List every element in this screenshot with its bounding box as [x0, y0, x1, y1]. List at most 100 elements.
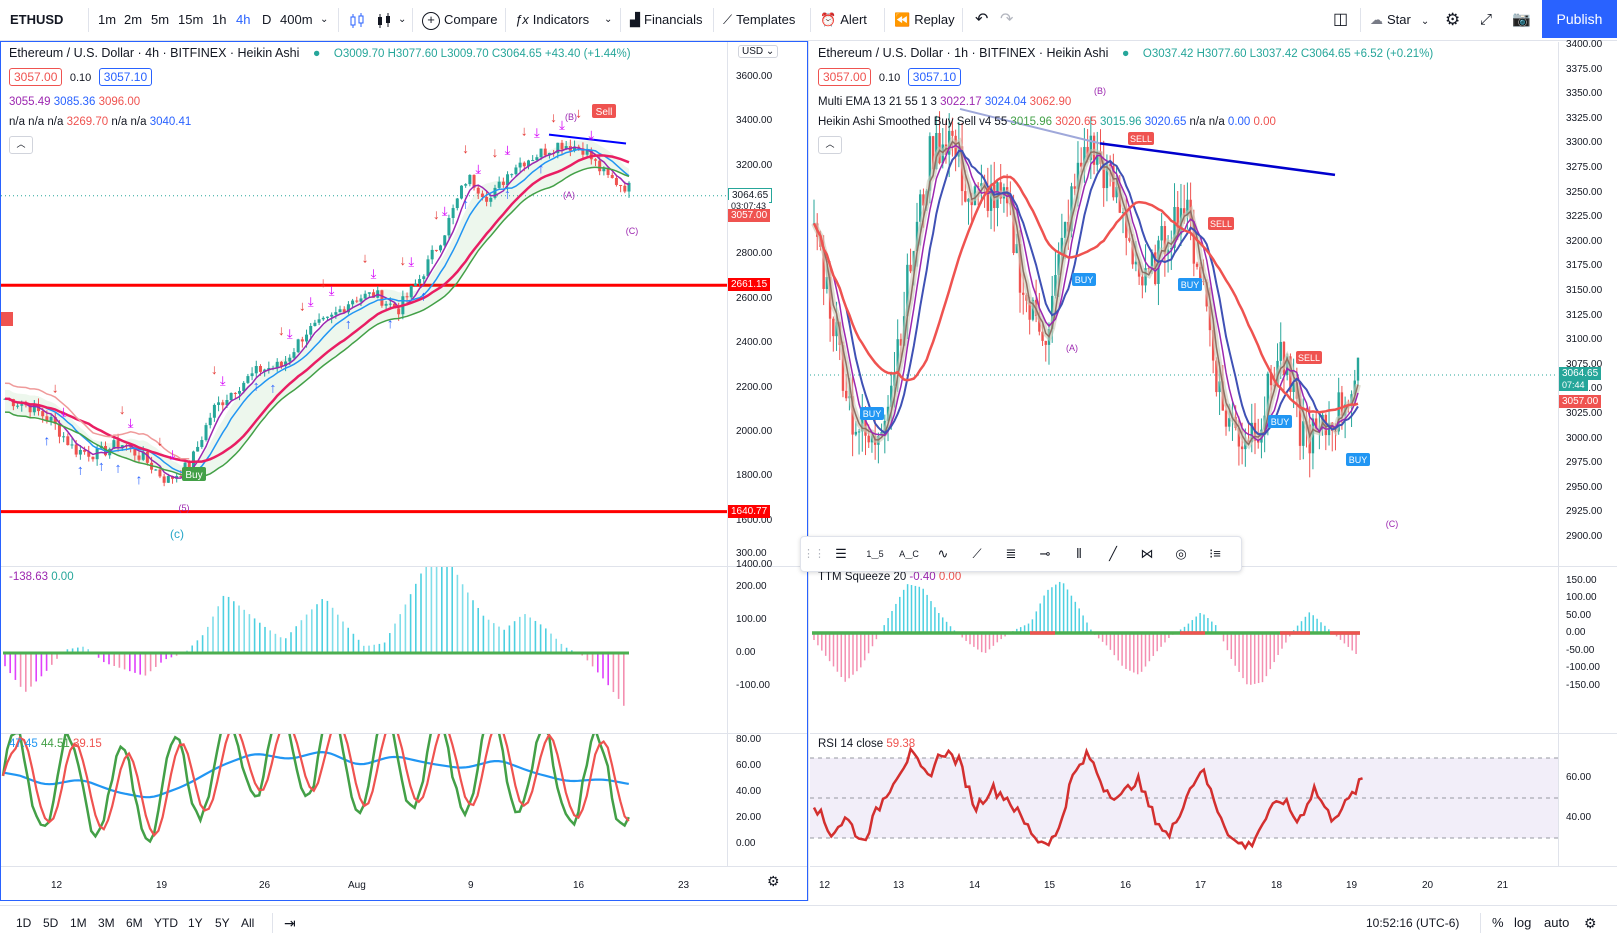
sell-arrow-icon: ↓ — [433, 206, 440, 222]
right-ttm-pane[interactable]: TTM Squeeze 20 -0.40 0.00 — [810, 567, 1558, 733]
left-stoch-pane[interactable]: 47.45 44.51 39.15 — [1, 734, 727, 866]
collapse-legend-chevron-icon[interactable]: ︿ — [9, 136, 33, 154]
tf-d[interactable]: D — [262, 12, 272, 27]
range-5d[interactable]: 5D — [43, 916, 59, 930]
tf-4h[interactable]: 4h — [236, 12, 251, 27]
horizontal-ray-icon[interactable]: ⊸ — [1039, 546, 1051, 561]
camera-icon[interactable]: 📷 — [1512, 11, 1531, 28]
candle-body — [560, 142, 564, 150]
candle-body — [91, 456, 95, 460]
sell-bid-button[interactable]: 3057.00 — [818, 68, 872, 86]
signal-marker-icon: ⤓ — [475, 162, 481, 177]
elliott-impulse-icon[interactable]: 1‿5 — [866, 549, 884, 559]
templates-button[interactable]: ⟋ Templates — [723, 12, 796, 27]
range-1m[interactable]: 1M — [70, 916, 87, 930]
range-all[interactable]: All — [241, 916, 255, 930]
candle-body — [1096, 151, 1099, 165]
percent-toggle[interactable]: % — [1492, 915, 1504, 930]
candle-body — [1102, 163, 1105, 189]
candle-body — [867, 435, 870, 443]
candle-body — [506, 174, 510, 185]
candle-body — [510, 174, 514, 176]
buy-signal-badge — [1072, 273, 1096, 286]
compare-button[interactable]: + Compare — [422, 0, 497, 40]
spiral-icon[interactable]: ◎ — [1175, 546, 1187, 561]
range-ytd[interactable]: YTD — [154, 916, 178, 930]
buy-ask-button[interactable]: 3057.10 — [907, 68, 962, 86]
candle-body — [217, 402, 221, 405]
sell-bid-button[interactable]: 3057.00 — [9, 68, 63, 86]
redo-icon[interactable]: ↷ — [1000, 11, 1014, 28]
drag-handle-icon[interactable]: ⋮⋮ — [803, 548, 825, 560]
left-squeeze-pane[interactable]: -138.63 0.00 — [1, 567, 727, 733]
fullscreen-icon[interactable]: ⤢ — [1480, 11, 1493, 28]
templates-icon: ⟋ — [723, 12, 733, 27]
trend-path-icon[interactable]: ∿ — [937, 546, 949, 561]
left-time-tick: 12 — [51, 880, 63, 891]
currency-selector[interactable]: USD ⌄ — [738, 45, 779, 58]
left-time-tick: Aug — [348, 880, 366, 891]
chart-type-chevron-icon[interactable]: ⌄ — [398, 14, 407, 25]
horizontal-lines-icon[interactable]: ☰ — [835, 546, 847, 561]
financials-button[interactable]: ▟ Financials — [630, 12, 703, 27]
range-1d[interactable]: 1D — [16, 916, 32, 930]
settings-gear-icon[interactable]: ⚙ — [1445, 10, 1461, 29]
indicators-button[interactable]: ƒx Indicators — [515, 12, 590, 27]
right-main-pane[interactable]: (B) (A) (C) SELL SELL SELL BUY BUY BUY BUY BUY Eth… — [810, 42, 1558, 566]
tf-5m[interactable]: 5m — [151, 12, 170, 27]
publish-button[interactable]: Publish — [1542, 0, 1617, 38]
range-3m[interactable]: 3M — [98, 916, 115, 930]
tf-dropdown-chevron-icon[interactable]: ⌄ — [320, 14, 329, 25]
goto-date-icon[interactable]: ⇥ — [284, 915, 296, 931]
signal-marker-icon: ⤓ — [408, 254, 414, 269]
stoch-blue-line — [2, 751, 630, 799]
candle-body — [1240, 446, 1244, 450]
range-5y[interactable]: 5Y — [215, 916, 230, 930]
star-button[interactable]: ☁ Star ⌄ — [1370, 12, 1430, 27]
ray-icon[interactable]: ⟋ — [972, 546, 982, 561]
tf-2m[interactable]: 2m — [124, 12, 143, 27]
buy-signal-badge — [1178, 278, 1202, 291]
clock-timezone[interactable]: 10:52:16 (UTC-6) — [1366, 916, 1460, 930]
replay-button[interactable]: ⏪ Replay — [894, 12, 955, 27]
right-rsi-pane[interactable]: RSI 14 close 59.38 — [810, 734, 1558, 866]
settings-gear-icon[interactable]: ⚙ — [1584, 915, 1597, 931]
sell-arrow-icon: ↓ — [119, 401, 126, 417]
alert-button[interactable]: ⏰ Alert — [820, 12, 867, 27]
range-1y[interactable]: 1Y — [188, 916, 203, 930]
sell-signal-label: SELL — [1298, 353, 1320, 363]
indicators-chevron-icon[interactable]: ⌄ — [604, 14, 613, 25]
undo-icon[interactable]: ↶ — [975, 11, 989, 28]
right-price-tick: 3075.00 — [1566, 358, 1603, 370]
candle-body — [1170, 247, 1173, 250]
tf-15m[interactable]: 15m — [178, 12, 204, 27]
buy-ask-button[interactable]: 3057.10 — [98, 68, 153, 86]
left-price-tick: 2200.00 — [736, 381, 773, 393]
time-axis-settings-gear-icon[interactable]: ⚙ — [767, 873, 780, 889]
tf-400m[interactable]: 400m — [280, 12, 313, 27]
range-6m[interactable]: 6M — [126, 916, 143, 930]
fib-retracement-icon[interactable]: ⁝≡ — [1209, 546, 1221, 561]
heikin-ashi-chart-type-icon[interactable] — [375, 0, 393, 40]
candles-chart-type-icon[interactable] — [348, 0, 366, 40]
collapse-legend-chevron-icon[interactable]: ︿ — [818, 136, 842, 154]
candle-body — [321, 317, 325, 320]
tf-1m[interactable]: 1m — [98, 12, 117, 27]
candle-body — [279, 361, 283, 367]
candle-body — [1218, 381, 1221, 393]
auto-toggle[interactable]: auto — [1544, 915, 1570, 930]
symbol-search[interactable]: ETHUSD — [10, 12, 64, 27]
tf-1h[interactable]: 1h — [212, 12, 227, 27]
trend-line-icon[interactable]: ╱ — [1109, 546, 1117, 561]
fib-levels-icon[interactable]: ≣ — [1005, 546, 1017, 561]
layout-icon[interactable]: ◫ — [1333, 11, 1349, 28]
candle-body — [305, 334, 309, 342]
right-bid-ask: 3057.00 0.10 3057.10 — [818, 68, 962, 86]
elliott-correction-icon[interactable]: A‿C — [899, 549, 919, 559]
last-price-tag: 3064.65 — [1559, 366, 1602, 380]
pattern-icon[interactable]: ⋈ — [1140, 546, 1154, 561]
vertical-lines-icon[interactable]: ⦀ — [1076, 546, 1082, 561]
left-main-pane[interactable]: ↓ ↓ ↓ ↓ ↓ ↓ ↓ ↓ ↓ ↓ ↓ ↓ ↓ ↓ ↓ ⤓ ⤓ ⤓ ⤓ ⤓ ⤓ ⤓ ⤓ ⤓ ⤓ ⤓ ⤓ ⤓ ⤓ ⤓ ↑ ↑ ↑ ↑ ↑ ↑ ↑ ↑ ↑ ↑… — [1, 42, 750, 566]
log-toggle[interactable]: log — [1514, 915, 1532, 930]
candle-body — [66, 436, 70, 446]
